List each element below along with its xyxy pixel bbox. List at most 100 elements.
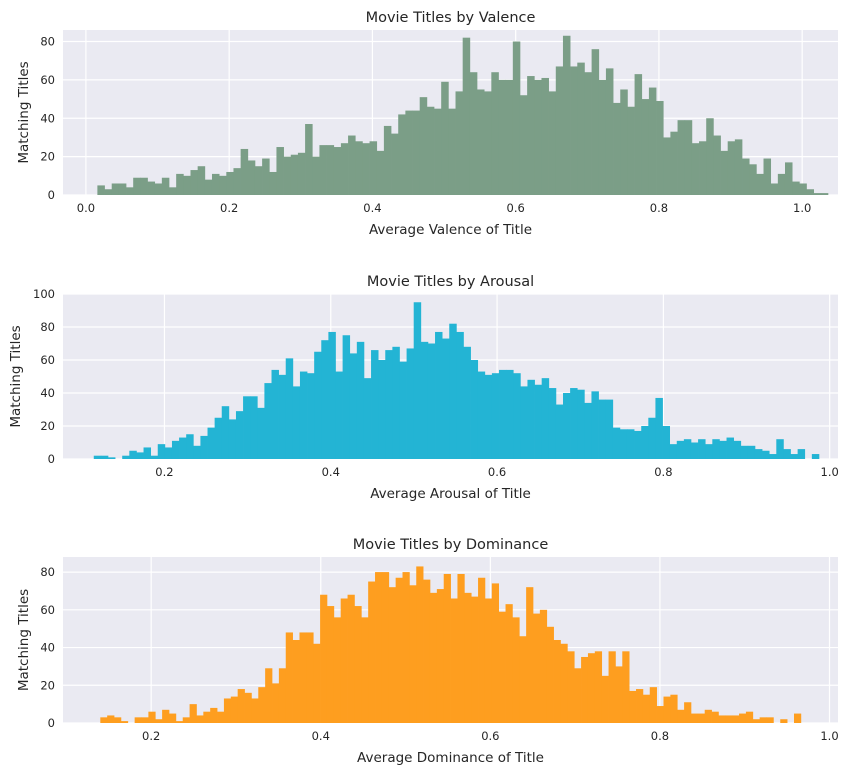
dominance-histogram-bar [423, 579, 431, 723]
arousal-histogram-bar [356, 341, 365, 459]
valence-chart-title: Movie Titles by Valence [366, 10, 536, 26]
dominance-histogram-bar [560, 643, 568, 723]
arousal-histogram-bar [164, 447, 173, 459]
dominance-histogram-bar [663, 696, 671, 723]
valence-x-tick-label: 0.8 [650, 201, 668, 215]
arousal-histogram-bar [676, 440, 685, 459]
valence-histogram-bar [519, 95, 528, 195]
arousal-histogram-bar [427, 343, 436, 459]
arousal-histogram-bar [506, 369, 514, 459]
valence-histogram-bar [290, 154, 299, 195]
dominance-histogram-bar [251, 698, 259, 723]
dominance-histogram-bar [697, 713, 706, 723]
arousal-y-tick-label: 20 [40, 419, 55, 433]
arousal-histogram-bar [484, 374, 493, 459]
valence-histogram-bar [742, 158, 750, 195]
dominance-histogram-bar [175, 721, 184, 723]
arousal-chart-title: Movie Titles by Arousal [367, 274, 534, 290]
valence-histogram-bar [620, 89, 628, 195]
valence-histogram-bar [534, 79, 542, 195]
dominance-histogram-bar [162, 709, 170, 723]
valence-histogram-bar [97, 185, 105, 195]
dominance-histogram-bar [725, 715, 733, 723]
dominance-x-tick-label: 0.4 [312, 729, 330, 743]
dominance-histogram-bar [656, 706, 664, 723]
dominance-y-tick-label: 0 [48, 716, 55, 730]
valence-histogram-bar [792, 181, 800, 195]
dominance-histogram-bar [546, 626, 554, 723]
arousal-histogram-bar [207, 427, 215, 459]
dominance-histogram-bar [739, 713, 747, 723]
valence-histogram-bar [204, 179, 213, 195]
valence-histogram-bar [691, 143, 700, 195]
dominance-histogram-bar [533, 613, 541, 723]
valence-histogram-bar [391, 133, 399, 195]
arousal-histogram-bar [790, 454, 798, 459]
arousal-x-tick-label: 1.0 [821, 465, 839, 479]
dominance-histogram-bar [285, 632, 293, 723]
arousal-histogram-bar [371, 350, 379, 459]
arousal-histogram-bar [171, 440, 180, 459]
arousal-histogram-bar [726, 437, 734, 459]
valence-histogram-bar [398, 114, 406, 195]
dominance-histogram-bar [436, 589, 445, 723]
dominance-histogram-bar [230, 696, 239, 723]
dominance-x-tick-label: 1.0 [820, 729, 838, 743]
valence-histogram-bar [254, 166, 263, 195]
valence-histogram-bar [269, 171, 277, 195]
arousal-histogram-bar [456, 331, 464, 459]
arousal-histogram-bar [491, 373, 500, 459]
valence-histogram-bar [584, 72, 592, 195]
valence-histogram-bar [176, 173, 184, 195]
arousal-histogram-bar [143, 447, 151, 459]
dominance-histogram-bar [711, 711, 719, 723]
dominance-histogram-bar [615, 666, 623, 723]
arousal-histogram-bar [555, 404, 564, 459]
dominance-histogram-bar [526, 587, 534, 723]
valence-histogram-bar [541, 77, 549, 195]
valence-x-axis-label: Average Valence of Title [369, 222, 532, 238]
valence-histogram-bar [469, 72, 478, 195]
valence-histogram-bar [648, 87, 657, 195]
dominance-histogram-bar [354, 606, 362, 723]
arousal-histogram-bar [612, 427, 621, 459]
valence-histogram-bar [326, 145, 335, 195]
arousal-histogram-bar [534, 384, 543, 459]
arousal-histogram-bar [740, 445, 749, 459]
valence-histogram-bar [104, 189, 113, 195]
valence-histogram-bar [126, 187, 134, 195]
dominance-histogram-bar [320, 594, 328, 723]
dominance-histogram-bar [278, 668, 287, 723]
valence-histogram-bar [169, 187, 177, 195]
arousal-histogram-bar [570, 388, 578, 459]
arousal-histogram-bar [299, 371, 308, 459]
arousal-histogram-bar [683, 439, 692, 459]
arousal-histogram-bar [762, 450, 770, 459]
arousal-histogram-bar [690, 442, 699, 459]
arousal-histogram-bar [413, 302, 422, 459]
arousal-histogram-bar [122, 455, 130, 459]
valence-histogram-bar [677, 120, 686, 195]
arousal-y-tick-label: 60 [40, 353, 55, 367]
dominance-histogram-bar [484, 598, 493, 723]
arousal-histogram-bar [669, 444, 678, 459]
arousal-histogram-bar [776, 439, 784, 459]
arousal-x-tick-label: 0.6 [488, 465, 506, 479]
dominance-histogram-bar [505, 604, 513, 723]
arousal-histogram-bar [577, 389, 585, 459]
valence-histogram-bar [276, 147, 284, 195]
valence-histogram-bar [720, 150, 729, 195]
arousal-histogram-bar [712, 439, 720, 459]
valence-histogram-bar [441, 81, 449, 195]
arousal-histogram-bar [754, 449, 763, 459]
dominance-histogram-bar [189, 704, 197, 723]
valence-histogram-bar [140, 177, 148, 195]
arousal-histogram-bar [477, 371, 486, 459]
dominance-histogram-bar [498, 611, 506, 723]
dominance-histogram-bar [114, 717, 122, 723]
valence-histogram-bar [183, 175, 191, 195]
dominance-histogram-bar [340, 598, 348, 723]
valence-x-tick-label: 0.6 [507, 201, 525, 215]
valence-histogram-bar [448, 108, 456, 195]
